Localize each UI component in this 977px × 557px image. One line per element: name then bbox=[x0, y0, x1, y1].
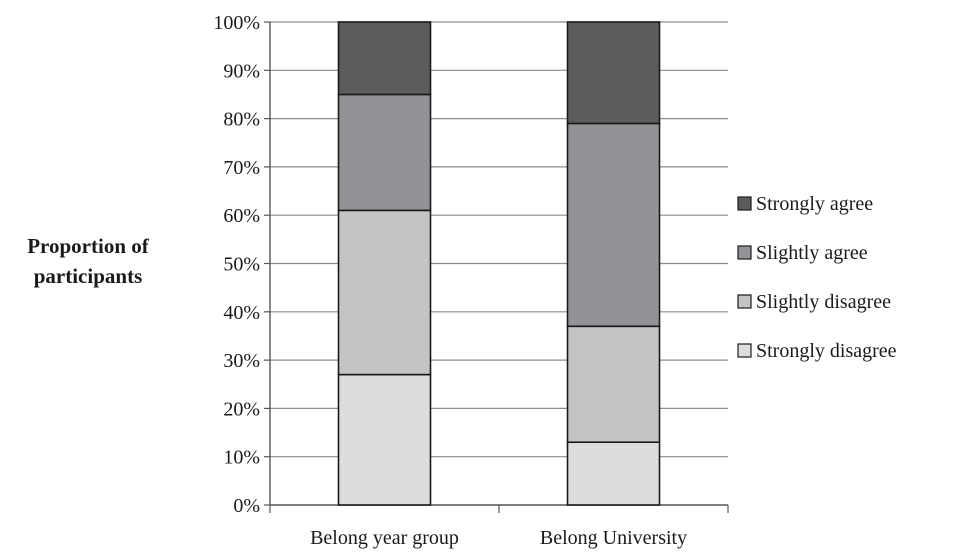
y-tick-labels: 0% 10% 20% 30% 40% 50% 60% 70% 80% 90% 100% bbox=[213, 12, 260, 517]
y-tick-label: 70% bbox=[223, 157, 260, 179]
legend-swatch bbox=[737, 245, 752, 260]
bar-segment bbox=[566, 325, 661, 444]
bar-segment bbox=[566, 21, 661, 125]
y-tick-label: 10% bbox=[223, 447, 260, 469]
x-category-label: Belong University bbox=[540, 527, 687, 549]
legend-label: Strongly agree bbox=[756, 193, 873, 215]
bars bbox=[337, 21, 661, 506]
legend-label: Slightly agree bbox=[756, 242, 868, 264]
y-axis-label: Proportion of participants bbox=[27, 234, 150, 288]
legend-swatch bbox=[737, 294, 752, 309]
x-category-labels: Belong year group Belong University bbox=[310, 527, 687, 549]
x-category-label: Belong year group bbox=[310, 527, 459, 549]
y-tick-label: 80% bbox=[223, 109, 260, 131]
y-tick-label: 90% bbox=[223, 60, 260, 82]
legend-label: Strongly disagree bbox=[756, 340, 897, 362]
y-tick-label: 60% bbox=[223, 205, 260, 227]
legend-label: Slightly disagree bbox=[756, 291, 891, 313]
bar-segment bbox=[337, 21, 432, 96]
y-tick-label: 100% bbox=[213, 12, 260, 34]
y-axis-label-line-2: participants bbox=[34, 264, 143, 288]
y-tick-label: 20% bbox=[223, 398, 260, 420]
y-tick-label: 50% bbox=[223, 254, 260, 276]
bar-segment bbox=[337, 93, 432, 212]
y-axis-label-line-1: Proportion of bbox=[27, 234, 150, 258]
bar-segment bbox=[566, 441, 661, 506]
legend-swatch bbox=[737, 343, 752, 358]
bar-segment bbox=[337, 373, 432, 506]
legend: Strongly agree Slightly agree Slightly dis… bbox=[737, 193, 897, 362]
legend-swatch bbox=[737, 196, 752, 211]
y-tick-label: 40% bbox=[223, 302, 260, 324]
bar-segment bbox=[337, 209, 432, 376]
bar-segment bbox=[566, 122, 661, 328]
y-tick-label: 30% bbox=[223, 350, 260, 372]
y-tick-label: 0% bbox=[233, 495, 260, 517]
